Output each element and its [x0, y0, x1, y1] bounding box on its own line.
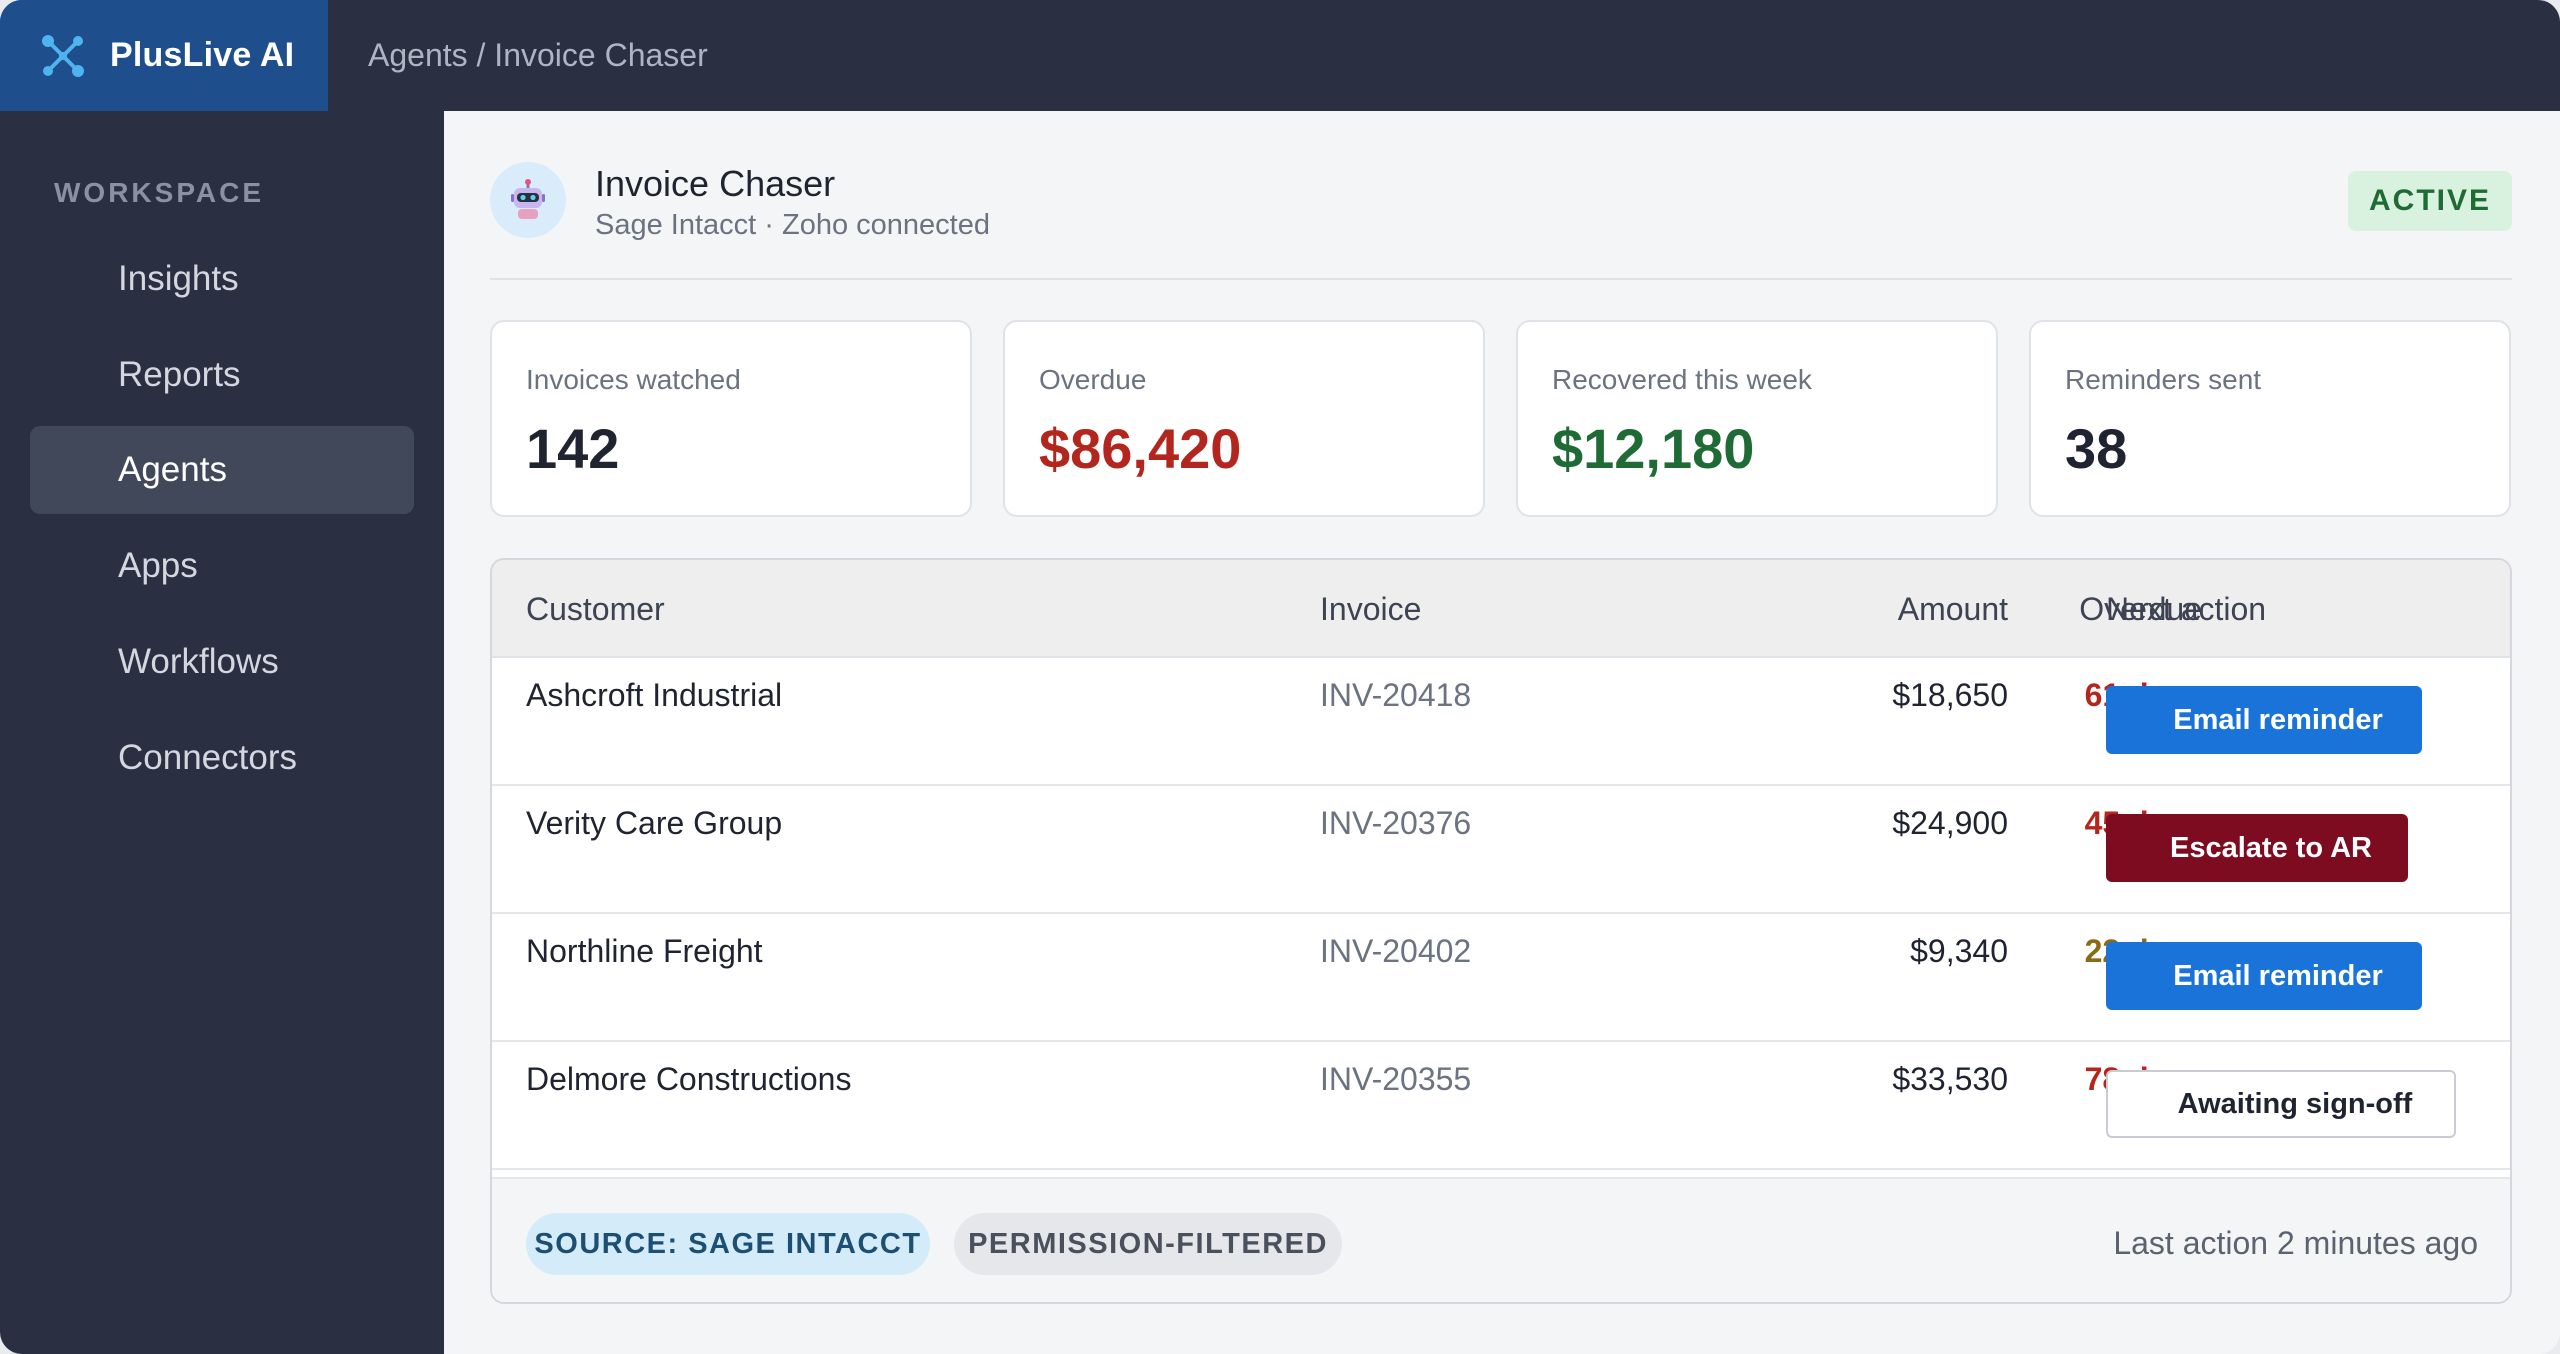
- table-footer: SOURCE: SAGE INTACCT PERMISSION-FILTERED…: [492, 1177, 2510, 1302]
- invoice-cell: INV-20376: [1320, 804, 1472, 841]
- column-header-invoice[interactable]: Invoice: [1320, 590, 1422, 627]
- column-header-amount[interactable]: Amount: [1897, 590, 2008, 627]
- brand-name: PlusLive AI: [110, 36, 295, 74]
- breadcrumb: Agents / Invoice Chaser: [368, 37, 708, 73]
- column-header-customer[interactable]: Customer: [526, 590, 665, 627]
- sidebar-item-apps[interactable]: Apps: [30, 522, 414, 610]
- stat-card-reminders-sent: Reminders sent 38: [2029, 320, 2511, 517]
- sidebar-item-label: Agents: [118, 450, 227, 489]
- column-header-next-action[interactable]: Next action: [2106, 590, 2267, 627]
- email-reminder-button[interactable]: Email reminder: [2106, 686, 2422, 754]
- header-divider: [490, 278, 2512, 280]
- stat-value: $86,420: [1039, 417, 1242, 480]
- column-header-overdue[interactable]: Overdue: [2079, 590, 2202, 627]
- stat-label: Invoices watched: [526, 364, 741, 395]
- stat-value: 142: [526, 417, 620, 480]
- stat-label: Overdue: [1039, 364, 1147, 395]
- robot-icon: [511, 179, 545, 219]
- source-chip: SOURCE: SAGE INTACCT: [526, 1213, 930, 1275]
- stat-label: Recovered this week: [1552, 364, 1812, 395]
- sidebar-item-label: Apps: [118, 546, 198, 585]
- stat-value: 38: [2065, 417, 2128, 480]
- stat-card-overdue: Overdue $86,420: [1003, 320, 1485, 517]
- stat-label: Reminders sent: [2065, 364, 2262, 395]
- invoice-cell: INV-20402: [1320, 932, 1472, 969]
- amount-cell: $9,340: [1910, 932, 2008, 969]
- sidebar-item-label: Insights: [118, 259, 239, 298]
- table-row: Delmore Constructions INV-20355 $33,530 78 …: [492, 1042, 2510, 1170]
- amount-cell: $18,650: [1892, 676, 2008, 713]
- invoice-table: Customer Invoice Amount Overdue Next act…: [490, 558, 2512, 1304]
- customer-cell: Delmore Constructions: [526, 1060, 852, 1097]
- agent-connections: Sage Intacct · Zoho connected: [595, 209, 990, 241]
- status-badge: ACTIVE: [2348, 171, 2512, 231]
- sidebar-item-insights[interactable]: Insights: [30, 235, 414, 323]
- agent-avatar: [490, 162, 566, 238]
- customer-cell: Ashcroft Industrial: [526, 676, 783, 713]
- sidebar-item-label: Workflows: [118, 642, 279, 681]
- customer-cell: Northline Freight: [526, 932, 763, 969]
- sidebar-item-agents[interactable]: Agents: [30, 426, 414, 514]
- brand[interactable]: PlusLive AI: [0, 0, 328, 111]
- agent-name: Invoice Chaser: [595, 163, 836, 204]
- sidebar-item-reports[interactable]: Reports: [30, 331, 414, 419]
- sidebar-heading: WORKSPACE: [54, 177, 265, 208]
- main-content: Invoice Chaser Sage Intacct · Zoho conne…: [444, 111, 2560, 1354]
- last-action-timestamp: Last action 2 minutes ago: [2113, 1225, 2478, 1261]
- logo-icon: [42, 34, 84, 77]
- awaiting-signoff-button[interactable]: Awaiting sign-off: [2106, 1070, 2456, 1138]
- customer-cell: Verity Care Group: [526, 804, 783, 841]
- table-header: Customer Invoice Amount Overdue Next act…: [492, 560, 2510, 658]
- invoice-cell: INV-20418: [1320, 676, 1472, 713]
- sidebar-item-label: Connectors: [118, 738, 297, 777]
- sidebar-item-connectors[interactable]: Connectors: [30, 714, 414, 802]
- stat-value: $12,180: [1552, 417, 1755, 480]
- sidebar-item-workflows[interactable]: Workflows: [30, 618, 414, 706]
- sidebar-item-label: Reports: [118, 355, 241, 394]
- permission-chip: PERMISSION-FILTERED: [954, 1213, 1342, 1275]
- top-bar: PlusLive AI Agents / Invoice Chaser: [0, 0, 2560, 111]
- amount-cell: $24,900: [1892, 804, 2008, 841]
- stat-card-invoices-watched: Invoices watched 142: [490, 320, 972, 517]
- invoice-cell: INV-20355: [1320, 1060, 1472, 1097]
- sidebar: WORKSPACE Insights Reports Agents Apps W…: [0, 111, 444, 1354]
- amount-cell: $33,530: [1892, 1060, 2008, 1097]
- email-reminder-button[interactable]: Email reminder: [2106, 942, 2422, 1010]
- escalate-button[interactable]: Escalate to AR: [2106, 814, 2408, 882]
- stat-card-recovered: Recovered this week $12,180: [1516, 320, 1998, 517]
